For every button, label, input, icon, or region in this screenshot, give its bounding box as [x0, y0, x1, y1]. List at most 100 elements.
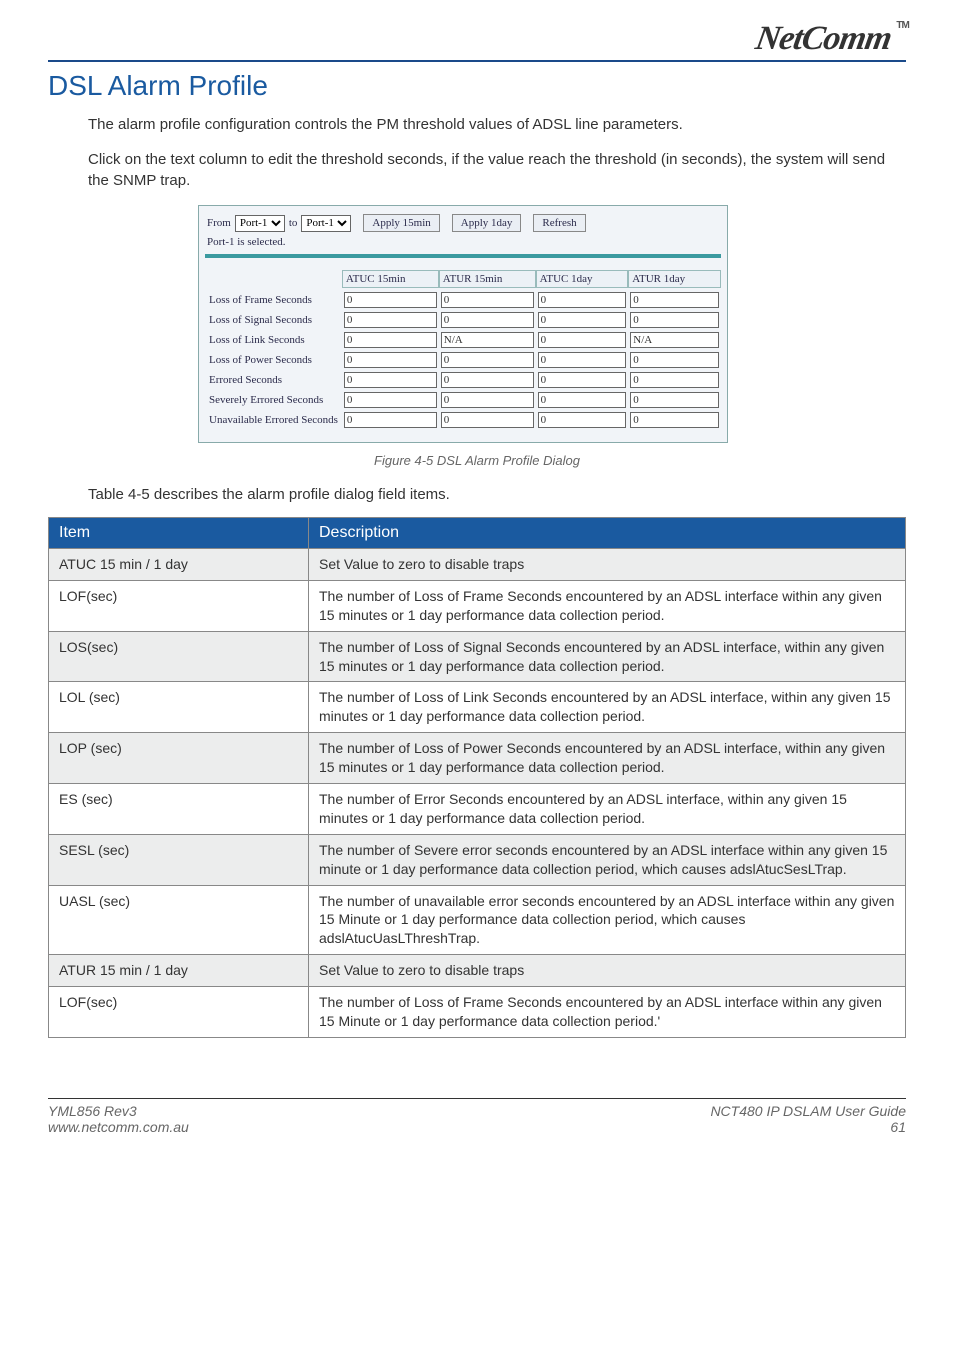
pm-cell [439, 392, 536, 408]
desc-description: Set Value to zero to disable traps [309, 955, 906, 987]
apply-1day-button[interactable]: Apply 1day [452, 214, 522, 232]
brand-name: NetComm [753, 20, 894, 57]
pm-cell [439, 412, 536, 428]
footer-left: YML856 Rev3 www.netcomm.com.au [48, 1103, 189, 1135]
pm-cell [342, 312, 439, 328]
pm-threshold-input[interactable] [538, 372, 627, 388]
pm-threshold-input[interactable] [344, 332, 437, 348]
pm-cell [536, 352, 629, 368]
header-logo-row: NetCommTM [48, 20, 906, 60]
pm-threshold-input[interactable] [630, 312, 719, 328]
footer-right: NCT480 IP DSLAM User Guide 61 [710, 1103, 906, 1135]
pm-cell [342, 352, 439, 368]
pm-row: Unavailable Errored Seconds [205, 412, 721, 428]
pm-row-label: Unavailable Errored Seconds [205, 412, 342, 428]
desc-row: LOF(sec)The number of Loss of Frame Seco… [49, 580, 906, 631]
pm-row: Errored Seconds [205, 372, 721, 388]
alarm-profile-dialog: From Port-1 to Port-1 Apply 15min Apply … [198, 205, 728, 443]
pm-cell [536, 372, 629, 388]
pm-cell [628, 312, 721, 328]
pm-cell [536, 312, 629, 328]
pm-cell [628, 292, 721, 308]
desc-row: ES (sec)The number of Error Seconds enco… [49, 784, 906, 835]
pm-cell [342, 332, 439, 348]
brand-tm: TM [896, 20, 908, 31]
desc-description: The number of unavailable error seconds … [309, 885, 906, 955]
desc-description: The number of Loss of Frame Seconds enco… [309, 580, 906, 631]
pm-threshold-input[interactable] [344, 352, 437, 368]
desc-row: LOP (sec)The number of Loss of Power Sec… [49, 733, 906, 784]
pm-threshold-input[interactable] [538, 352, 627, 368]
pm-row-label: Loss of Link Seconds [205, 332, 342, 348]
pm-threshold-input[interactable] [441, 352, 534, 368]
pm-threshold-input[interactable] [538, 312, 627, 328]
pm-cell [628, 392, 721, 408]
desc-item: LOP (sec) [49, 733, 309, 784]
pm-threshold-input[interactable] [630, 392, 719, 408]
pm-cell [439, 312, 536, 328]
pm-threshold-input[interactable] [538, 332, 627, 348]
pm-threshold-input[interactable] [630, 372, 719, 388]
pm-threshold-input[interactable] [344, 392, 437, 408]
pm-threshold-input[interactable] [538, 392, 627, 408]
desc-description: The number of Loss of Frame Seconds enco… [309, 987, 906, 1038]
pm-cell [536, 292, 629, 308]
apply-15min-button[interactable]: Apply 15min [363, 214, 439, 232]
pm-cell [342, 292, 439, 308]
pm-threshold-input[interactable] [441, 392, 534, 408]
intro-paragraph-1: The alarm profile configuration controls… [88, 114, 906, 135]
desc-description: Set Value to zero to disable traps [309, 549, 906, 581]
pm-col-atuc15: ATUC 15min [342, 270, 439, 288]
pm-threshold-input[interactable] [441, 372, 534, 388]
footer-doc-rev: YML856 Rev3 [48, 1103, 189, 1119]
pm-threshold-input[interactable] [344, 412, 437, 428]
desc-row: LOS(sec)The number of Loss of Signal Sec… [49, 631, 906, 682]
pm-threshold-table: ATUC 15min ATUR 15min ATUC 1day ATUR 1da… [205, 266, 721, 432]
desc-item: SESL (sec) [49, 834, 309, 885]
pm-col-blank [205, 270, 342, 288]
pm-threshold-input[interactable] [344, 372, 437, 388]
desc-item: LOF(sec) [49, 987, 309, 1038]
description-table: Item Description ATUC 15 min / 1 daySet … [48, 517, 906, 1038]
pm-cell [342, 372, 439, 388]
desc-row: ATUR 15 min / 1 daySet Value to zero to … [49, 955, 906, 987]
pm-col-atur15: ATUR 15min [439, 270, 536, 288]
pm-threshold-input[interactable] [538, 412, 627, 428]
pm-row: Loss of Power Seconds [205, 352, 721, 368]
pm-threshold-input[interactable] [538, 292, 627, 308]
desc-item: ES (sec) [49, 784, 309, 835]
intro-paragraph-2: Click on the text column to edit the thr… [88, 149, 906, 191]
pm-threshold-input[interactable] [344, 292, 437, 308]
pm-row-label: Loss of Power Seconds [205, 352, 342, 368]
pm-row: Loss of Link Seconds [205, 332, 721, 348]
desc-row: LOL (sec)The number of Loss of Link Seco… [49, 682, 906, 733]
pm-threshold-input[interactable] [630, 292, 719, 308]
figure-caption: Figure 4-5 DSL Alarm Profile Dialog [48, 453, 906, 468]
dialog-top-row: From Port-1 to Port-1 Apply 15min Apply … [205, 212, 721, 236]
pm-col-atuc1d: ATUC 1day [536, 270, 629, 288]
pm-cell [439, 352, 536, 368]
pm-threshold-input[interactable] [441, 332, 534, 348]
refresh-button[interactable]: Refresh [533, 214, 585, 232]
desc-row: ATUC 15 min / 1 daySet Value to zero to … [49, 549, 906, 581]
pm-threshold-input[interactable] [441, 292, 534, 308]
pm-threshold-input[interactable] [630, 352, 719, 368]
desc-row: UASL (sec)The number of unavailable erro… [49, 885, 906, 955]
desc-item: ATUC 15 min / 1 day [49, 549, 309, 581]
section-title: DSL Alarm Profile [48, 70, 906, 102]
selected-port-text: Port-1 is selected. [205, 236, 721, 254]
desc-description: The number of Loss of Power Seconds enco… [309, 733, 906, 784]
pm-threshold-input[interactable] [441, 312, 534, 328]
pm-threshold-input[interactable] [630, 412, 719, 428]
port-from-select[interactable]: Port-1 [235, 215, 285, 232]
pm-row-label: Errored Seconds [205, 372, 342, 388]
port-to-select[interactable]: Port-1 [301, 215, 351, 232]
pm-threshold-input[interactable] [441, 412, 534, 428]
pre-table-note: Table 4-5 describes the alarm profile di… [88, 486, 906, 503]
pm-threshold-input[interactable] [344, 312, 437, 328]
pm-row-label: Loss of Signal Seconds [205, 312, 342, 328]
footer-page-number: 61 [710, 1119, 906, 1135]
desc-item: ATUR 15 min / 1 day [49, 955, 309, 987]
footer-url: www.netcomm.com.au [48, 1119, 189, 1135]
pm-threshold-input[interactable] [630, 332, 719, 348]
